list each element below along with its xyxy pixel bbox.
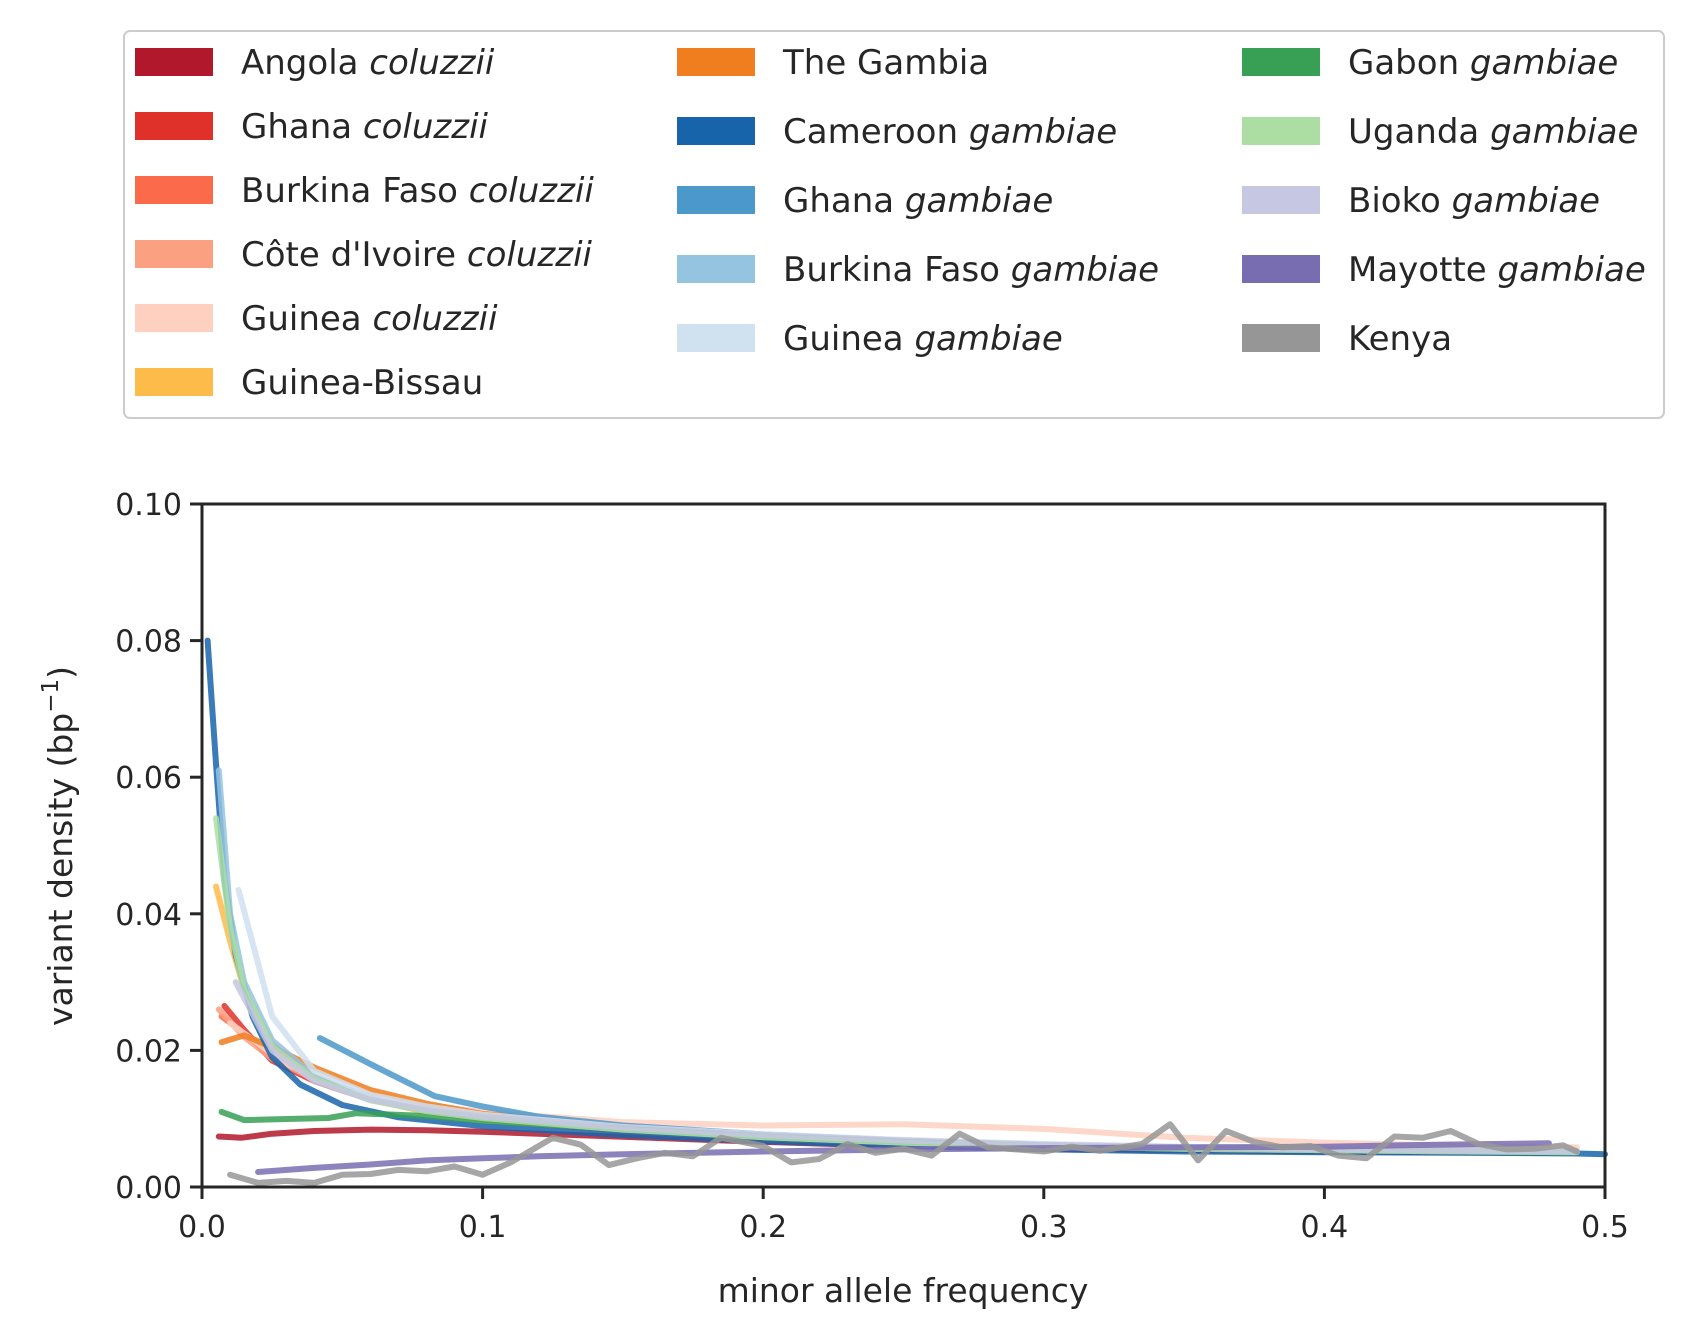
legend-label: Ghana coluzzii [241,107,489,147]
legend-swatch [1242,48,1320,76]
legend-swatch [677,48,755,76]
legend-swatch [1242,186,1320,214]
legend-label: Burkina Faso coluzzii [241,171,594,211]
legend-swatch [1242,255,1320,283]
x-axis: 0.0 0.1 0.2 0.3 0.4 0.5 [178,1187,1629,1245]
legend-item-cameroon-gambiae: Cameroon gambiae [677,112,1117,152]
legend-label: Cameroon gambiae [783,112,1117,152]
legend-item-ghana-gambiae: Ghana gambiae [677,181,1053,221]
y-tick-label: 0.10 [115,488,182,523]
legend-label: Angola coluzzii [241,43,495,83]
y-axis-label: variant density (bp−1) [38,666,80,1026]
axes-frame [200,502,1607,1189]
y-tick-label: 0.00 [115,1171,182,1206]
legend-item-uganda-gambiae: Uganda gambiae [1242,112,1638,152]
x-tick-label: 0.4 [1301,1210,1349,1245]
legend-swatch [135,304,213,332]
legend-item-kenya: Kenya [1242,319,1452,359]
y-axis-label-close: ) [41,666,80,679]
x-tick-label: 0.1 [459,1210,507,1245]
x-tick-label: 0.0 [178,1210,226,1245]
legend-item-burkina-faso-gambiae: Burkina Faso gambiae [677,250,1159,290]
legend-swatch [135,240,213,268]
plot-area: 0.0 0.1 0.2 0.3 0.4 0.5 0.000.020.040.060.080… [38,488,1629,1310]
legend-item-c-te-d-ivoire-coluzzii: Côte d'Ivoire coluzzii [135,235,593,275]
legend-swatch [1242,117,1320,145]
legend-item-bioko-gambiae: Bioko gambiae [1242,181,1600,221]
y-tick-label: 0.08 [115,625,182,660]
legend-swatch [677,186,755,214]
y-tick-label: 0.06 [115,761,182,796]
legend-swatch [677,255,755,283]
y-axis: 0.00 0.02 0.04 0.06 0.08 0.10 [115,488,202,1206]
legend-label: The Gambia [782,43,989,83]
series-lines [204,637,1608,1186]
legend-item-gabon-gambiae: Gabon gambiae [1242,43,1618,83]
legend-item-guinea-bissau: Guinea-Bissau [135,363,483,403]
x-tick-label: 0.3 [1020,1210,1068,1245]
legend-swatch [677,117,755,145]
y-tick-label: 0.02 [115,1034,182,1069]
series-line-kenya-15 [227,1121,1580,1186]
legend-item-angola-coluzzii: Angola coluzzii [135,43,495,83]
legend-item-guinea-coluzzii: Guinea coluzzii [135,299,498,339]
legend-label: Guinea-Bissau [241,363,483,403]
legend-label: Mayotte gambiae [1348,250,1646,290]
x-tick-label: 0.2 [739,1210,787,1245]
legend-swatch [677,324,755,352]
y-axis-label-exponent: −1 [38,679,64,713]
y-tick-label: 0.04 [115,898,182,933]
legend-item-guinea-gambiae: Guinea gambiae [677,319,1063,359]
legend-frame [123,30,1665,419]
legend-swatch [135,176,213,204]
legend-item-burkina-faso-coluzzii: Burkina Faso coluzzii [135,171,594,211]
legend-item-the-gambia: The Gambia [677,43,989,83]
legend-label: Kenya [1348,319,1452,359]
legend-item-ghana-coluzzii: Ghana coluzzii [135,107,489,147]
legend-swatch [1242,324,1320,352]
legend-label: Guinea coluzzii [241,299,498,339]
legend-swatch [135,48,213,76]
legend-label: Ghana gambiae [783,181,1053,221]
legend: Angola coluzzii Ghana coluzzii Burkina Fas… [123,30,1665,419]
legend-swatch [135,112,213,140]
x-tick-label: 0.5 [1581,1210,1629,1245]
x-axis-label: minor allele frequency [718,1271,1089,1310]
y-axis-label-text: variant density (bp [41,713,80,1026]
legend-label: Côte d'Ivoire coluzzii [241,235,593,275]
legend-label: Bioko gambiae [1348,181,1600,221]
legend-swatch [135,368,213,396]
legend-label: Uganda gambiae [1348,112,1638,152]
legend-label: Burkina Faso gambiae [783,250,1159,290]
legend-item-mayotte-gambiae: Mayotte gambiae [1242,250,1646,290]
legend-label: Gabon gambiae [1348,43,1618,83]
legend-label: Guinea gambiae [783,319,1063,359]
